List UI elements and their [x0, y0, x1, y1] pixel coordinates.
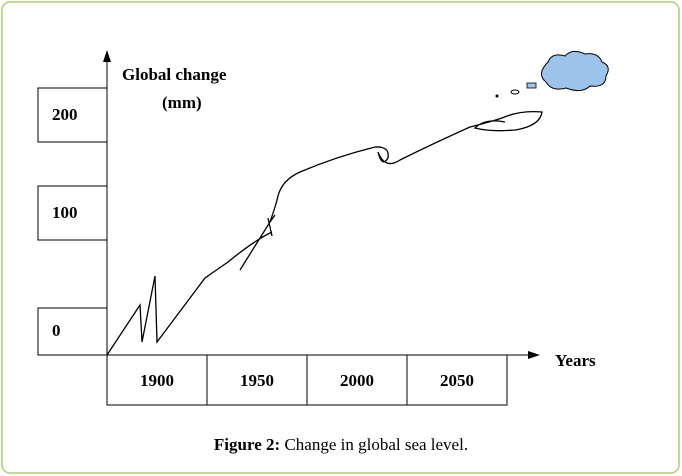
x-box [306, 354, 408, 406]
sea-level-curve [106, 110, 543, 356]
x-box-label: 2050 [440, 371, 474, 390]
dot [495, 94, 499, 98]
curve-stroke [267, 217, 273, 237]
y-box [37, 87, 108, 143]
caption: Figure 2: Change in global sea level. [214, 435, 468, 454]
y-box [37, 185, 108, 241]
y-box-label: 0 [52, 321, 61, 340]
y-box-label: 100 [52, 203, 78, 222]
x-axis-label: Years [555, 351, 596, 370]
caption-label: Figure 2: [214, 435, 280, 454]
x-box-label: 1900 [140, 371, 174, 390]
y-axis-label: (mm) [162, 93, 202, 112]
y-box [37, 307, 108, 356]
y-axis-label: Global change [122, 65, 227, 84]
small-cloud [526, 82, 537, 89]
x-arrow [528, 351, 540, 359]
y-box-label: 200 [52, 105, 78, 124]
dot [510, 89, 520, 95]
x-box [406, 354, 508, 406]
cloud [541, 50, 609, 92]
caption-text: Change in global sea level. [284, 435, 468, 454]
x-box-label: 2000 [340, 371, 374, 390]
x-box-label: 1950 [240, 371, 274, 390]
x-box [206, 354, 308, 406]
x-box [106, 354, 208, 406]
y-arrow [103, 50, 111, 62]
